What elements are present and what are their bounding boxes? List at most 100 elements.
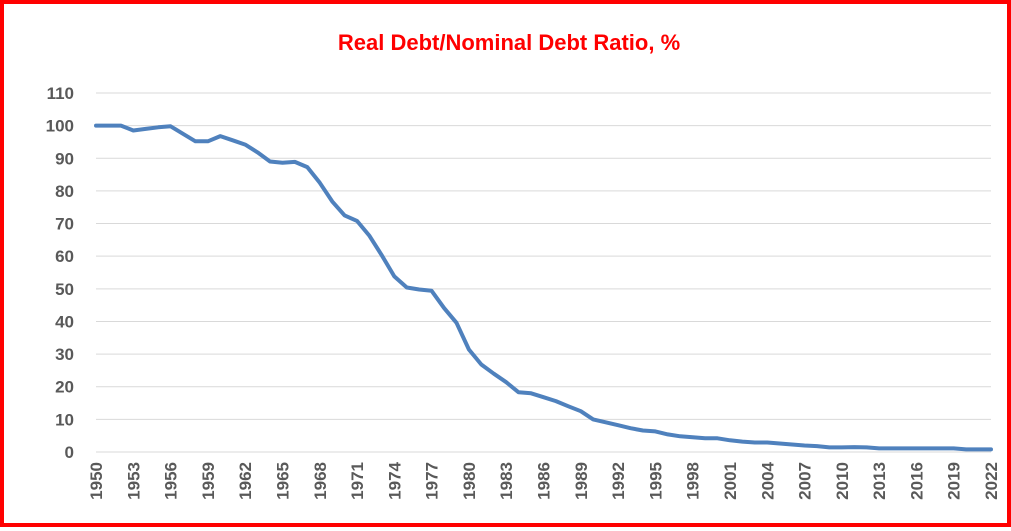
data-point — [989, 447, 993, 451]
data-point — [430, 289, 434, 293]
data-point — [218, 134, 222, 138]
data-point — [193, 139, 197, 143]
data-point — [890, 446, 894, 450]
data-point — [827, 445, 831, 449]
data-point — [716, 436, 720, 440]
x-tick-label: 1980 — [460, 462, 479, 500]
x-tick-label: 1977 — [423, 462, 442, 500]
data-point — [902, 446, 906, 450]
data-point — [479, 363, 483, 367]
data-point — [231, 138, 235, 142]
data-point — [417, 288, 421, 292]
data-point — [815, 444, 819, 448]
data-point — [641, 429, 645, 433]
data-point — [119, 124, 123, 128]
data-point — [405, 286, 409, 290]
data-point — [256, 150, 260, 154]
data-point — [952, 446, 956, 450]
x-tick-label: 1953 — [124, 462, 143, 500]
data-point — [852, 445, 856, 449]
data-point — [604, 420, 608, 424]
data-point — [318, 181, 322, 185]
x-tick-label: 1956 — [162, 462, 181, 500]
line-chart: Real Debt/Nominal Debt Ratio, % 0 10 20 30 4… — [46, 30, 1001, 500]
data-point — [106, 124, 110, 128]
y-tick-label: 100 — [46, 117, 74, 136]
data-point — [840, 445, 844, 449]
series-line-0 — [94, 123, 993, 452]
x-tick-label: 1974 — [385, 461, 404, 499]
y-tick-label: 50 — [55, 280, 74, 299]
data-point — [914, 446, 918, 450]
x-tick-label: 1962 — [236, 462, 255, 500]
x-tick-label: 1950 — [87, 462, 106, 500]
data-point — [206, 139, 210, 143]
chart-title: Real Debt/Nominal Debt Ratio, % — [338, 30, 680, 55]
data-point — [355, 219, 359, 223]
data-point — [678, 434, 682, 438]
gridlines — [96, 92, 991, 453]
x-tick-label: 1989 — [572, 462, 591, 500]
data-point — [666, 432, 670, 436]
data-point — [243, 143, 247, 147]
y-tick-label: 30 — [55, 345, 74, 364]
y-tick-label: 10 — [55, 410, 74, 429]
data-point — [877, 446, 881, 450]
data-point — [281, 161, 285, 165]
y-tick-label: 90 — [55, 149, 74, 168]
y-tick-label: 80 — [55, 182, 74, 201]
y-tick-label: 40 — [55, 312, 74, 331]
x-axis-tick-labels: 1950 1953 1956 1959 1962 1965 1968 1971 1974 1977… — [87, 461, 1001, 499]
x-tick-label: 2004 — [758, 461, 777, 499]
x-tick-label: 2010 — [833, 462, 852, 500]
x-tick-label: 1968 — [311, 462, 330, 500]
data-point — [504, 380, 508, 384]
x-tick-label: 2007 — [796, 462, 815, 500]
data-point — [865, 445, 869, 449]
data-point — [268, 160, 272, 164]
data-point — [131, 129, 135, 133]
data-point — [803, 444, 807, 448]
y-tick-label: 20 — [55, 378, 74, 397]
data-point — [94, 124, 98, 128]
data-point — [529, 391, 533, 395]
data-point — [703, 436, 707, 440]
data-point — [778, 442, 782, 446]
x-tick-label: 1986 — [535, 462, 554, 500]
data-point — [455, 321, 459, 325]
data-point — [728, 438, 732, 442]
x-tick-label: 1971 — [348, 462, 367, 500]
data-point — [579, 409, 583, 413]
data-point — [765, 441, 769, 445]
x-tick-label: 2001 — [721, 462, 740, 500]
data-point — [467, 348, 471, 352]
x-tick-label: 2019 — [945, 462, 964, 500]
data-point — [977, 447, 981, 451]
data-point — [927, 446, 931, 450]
data-point — [790, 443, 794, 447]
data-point — [964, 447, 968, 451]
data-point — [542, 395, 546, 399]
data-point — [939, 446, 943, 450]
y-axis-tick-labels: 0 10 20 30 40 50 60 70 80 90 100 110 — [46, 84, 74, 462]
y-tick-label: 70 — [55, 215, 74, 234]
series-layer — [94, 123, 993, 452]
x-tick-label: 1965 — [273, 462, 292, 500]
data-point — [380, 254, 384, 258]
data-point — [566, 404, 570, 408]
data-point — [591, 417, 595, 421]
data-point — [653, 429, 657, 433]
data-point — [169, 124, 173, 128]
data-point — [392, 274, 396, 278]
data-point — [753, 441, 757, 445]
data-point — [368, 234, 372, 238]
x-tick-label: 1998 — [684, 462, 703, 500]
data-point — [517, 390, 521, 394]
x-tick-label: 2013 — [870, 462, 889, 500]
x-tick-label: 1995 — [646, 462, 665, 500]
y-tick-label: 110 — [47, 84, 74, 103]
data-point — [616, 423, 620, 427]
data-point — [691, 435, 695, 439]
data-point — [330, 199, 334, 203]
